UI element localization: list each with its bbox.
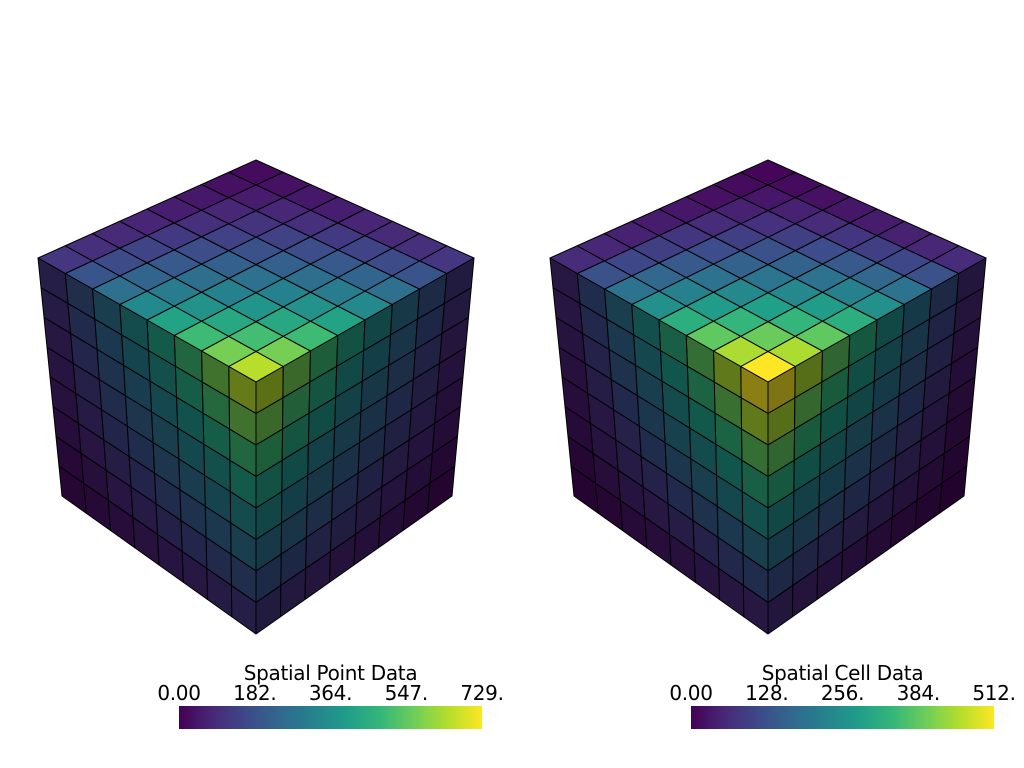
colorbar-label-4: 729.	[460, 681, 504, 705]
colorbar-label-3: 384.	[896, 681, 941, 705]
colorbar-label-1: 128.	[745, 681, 789, 705]
colorbar-title: Spatial Point Data	[243, 661, 418, 685]
colorbar-label-2: 256.	[820, 681, 865, 705]
colorbar-label-4: 512.	[972, 681, 1016, 705]
cube-render-cell[interactable]	[512, 0, 1024, 768]
colorbar-label-0: 0.00	[157, 681, 201, 705]
viewport-spatial-cell-data[interactable]: Spatial Cell Data 0.00 128. 256. 384. 51…	[512, 0, 1024, 768]
colorbar-label-2: 364.	[308, 681, 353, 705]
left-face	[37, 257, 257, 635]
top-face	[37, 159, 475, 383]
top-face	[549, 159, 987, 383]
colorbar-label-0: 0.00	[669, 681, 713, 705]
cube-render-point[interactable]	[0, 0, 512, 768]
viewport-spatial-point-data[interactable]: Spatial Point Data 0.00 182. 364. 547. 7…	[0, 0, 512, 768]
right-face	[767, 257, 987, 635]
colorbar-title: Spatial Cell Data	[761, 661, 924, 685]
colorbar-label-1: 182.	[233, 681, 277, 705]
colorbar-gradient	[691, 706, 994, 729]
right-face	[255, 257, 475, 635]
colorbar-label-3: 547.	[384, 681, 429, 705]
left-face	[549, 257, 769, 635]
colorbar-gradient	[179, 706, 482, 729]
